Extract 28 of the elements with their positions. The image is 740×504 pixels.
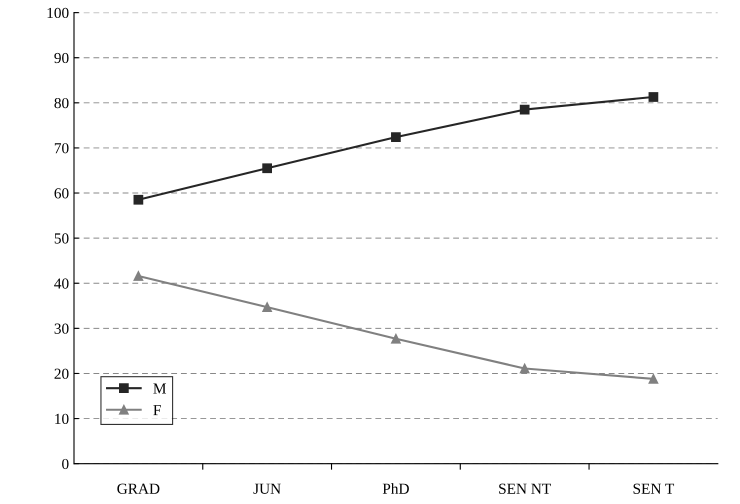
point [262, 302, 272, 312]
point [134, 271, 144, 281]
legend-label: F [153, 405, 161, 416]
y-tick-label: 20 [54, 368, 69, 379]
y-tick-label: 0 [62, 458, 69, 470]
y-tick-label: 10 [55, 414, 69, 424]
y-tick-label: 70 [54, 143, 69, 154]
point [648, 92, 658, 102]
point [391, 334, 401, 344]
x-tick-label: GRAD [117, 484, 160, 494]
point [134, 194, 144, 205]
x-tick-label: SEN T [634, 484, 674, 494]
x-tick-label: JUN [253, 484, 281, 494]
point [520, 364, 530, 374]
point [391, 132, 401, 142]
y-tick-label: 90 [54, 52, 69, 64]
point [648, 374, 658, 384]
y-tick-label: 50 [54, 233, 69, 244]
y-tick-label: 100 [48, 8, 69, 18]
x-tick-label: PhD [382, 483, 409, 494]
y-tick-label: 30 [54, 323, 69, 334]
point [520, 104, 530, 114]
x-tick-label: SEN NT [499, 484, 551, 494]
y-tick-label: 40 [54, 278, 69, 289]
legend-label: M [153, 384, 166, 394]
point [262, 163, 272, 174]
y-tick-label: 60 [54, 188, 69, 198]
y-tick-label: 80 [54, 98, 69, 108]
